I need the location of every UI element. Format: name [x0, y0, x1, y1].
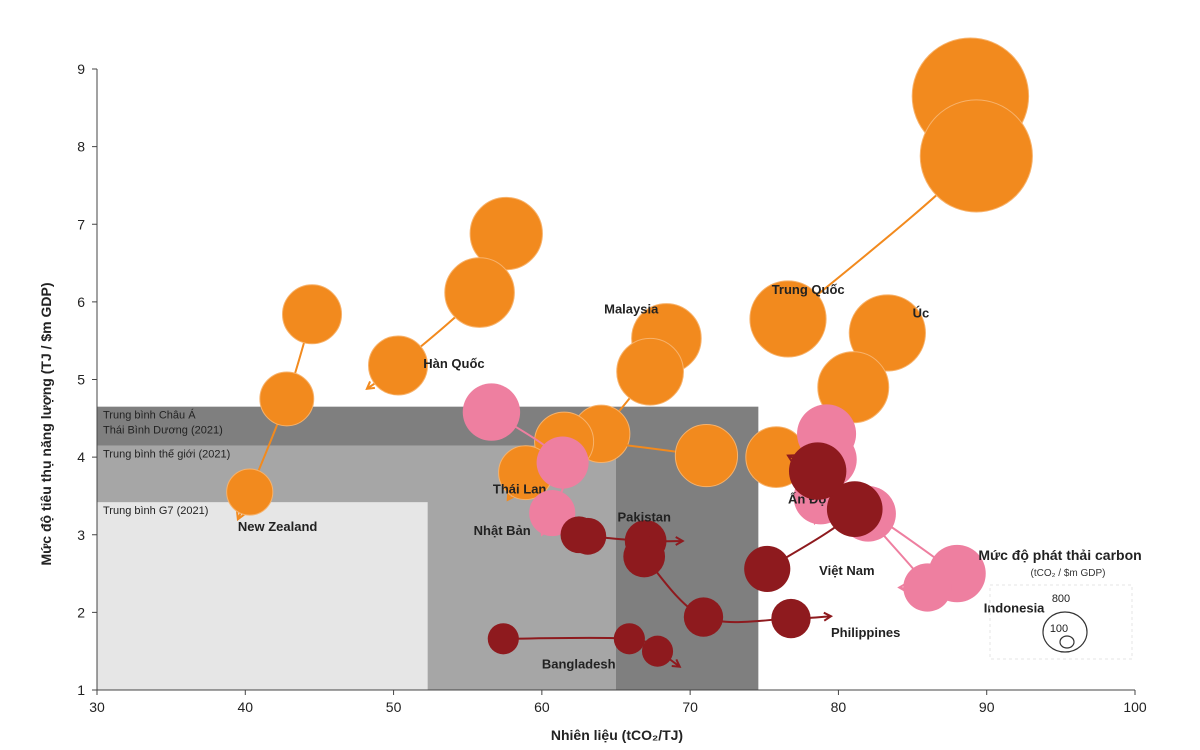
label-malaysia: Malaysia	[604, 302, 659, 317]
size-legend-title: Mức độ phát thải carbon	[978, 547, 1141, 563]
point-pakistan-2	[569, 517, 607, 555]
x-tick-label: 100	[1123, 699, 1147, 715]
point-han-quoc-3	[368, 335, 429, 396]
point-trung-quoc-3	[749, 280, 827, 358]
point-philippines-3	[771, 598, 811, 639]
label-philippines: Philippines	[831, 625, 900, 640]
y-tick-label: 3	[77, 527, 85, 543]
point-new-zealand-3	[226, 468, 274, 516]
y-tick-label: 4	[77, 449, 85, 465]
label-pakistan: Pakistan	[617, 510, 671, 525]
y-tick-label: 8	[77, 139, 85, 155]
size-legend-value-800: 800	[1052, 593, 1070, 605]
benchmark-asia-pacific-label: Trung bình Châu Á Thái Bình Dương (2021)	[103, 409, 223, 437]
point-nhat-ban-1	[462, 383, 521, 441]
size-legend-circle-100	[1059, 635, 1075, 649]
size-legend-subtitle: (tCO₂ / $m GDP)	[1031, 568, 1106, 579]
benchmark-world-label: Trung bình thế giới (2021)	[103, 448, 230, 460]
point-philippines-1	[623, 535, 666, 578]
series-viet-nam: Việt Nam	[744, 442, 883, 592]
x-tick-label: 80	[831, 699, 847, 715]
point-indonesia-3	[903, 563, 952, 612]
series-new-zealand: New Zealand	[226, 284, 343, 534]
point-new-zealand-2	[259, 371, 315, 427]
point-viet-nam-3	[788, 442, 847, 500]
y-tick-label: 2	[77, 604, 85, 620]
size-legend-value-100: 100	[1050, 623, 1068, 635]
point-thai-lan-1	[674, 423, 739, 488]
x-tick-label: 50	[386, 699, 402, 715]
label-bangladesh: Bangladesh	[542, 656, 616, 671]
series-nhat-ban: Nhật Bản	[462, 383, 589, 538]
x-tick-label: 30	[89, 699, 105, 715]
x-tick-label: 70	[682, 699, 698, 715]
point-viet-nam-1	[744, 545, 791, 592]
point-new-zealand-1	[281, 284, 343, 345]
y-tick-label: 6	[77, 294, 85, 310]
benchmark-g7-label: Trung bình G7 (2021)	[103, 505, 208, 517]
label-thai-lan: Thái Lan	[493, 482, 547, 497]
trajectory-philippines	[643, 555, 831, 624]
label-trung-quoc: Trung Quốc	[772, 282, 845, 297]
x-axis-label: Nhiên liệu (tCO₂/TJ)	[551, 727, 683, 743]
size-legend-circle-800	[1042, 611, 1088, 653]
label-han-quoc: Hàn Quốc	[423, 356, 484, 371]
point-han-quoc-2	[444, 257, 515, 328]
label-uc: Úc	[913, 305, 930, 320]
y-tick-label: 7	[77, 216, 85, 232]
series-uc: Úc	[745, 294, 930, 488]
y-tick-label: 5	[77, 372, 85, 388]
series-bangladesh: Bangladesh	[487, 623, 680, 671]
x-tick-label: 90	[979, 699, 995, 715]
point-philippines-2	[683, 597, 724, 637]
x-tick-label: 40	[237, 699, 253, 715]
point-viet-nam-2	[826, 481, 883, 537]
size-legend: Mức độ phát thải carbon (tCO₂ / $m GDP) …	[978, 547, 1142, 660]
series-philippines: Philippines	[623, 535, 900, 640]
x-tick-label: 60	[534, 699, 550, 715]
benchmark-g7-band	[97, 502, 428, 690]
series-han-quoc: Hàn Quốc	[367, 196, 543, 396]
y-axis-label: Mức độ tiêu thụ năng lượng (TJ / $m GDP)	[38, 282, 54, 565]
point-bangladesh-1	[487, 623, 519, 655]
y-tick-label: 1	[77, 682, 85, 698]
y-tick-label: 9	[77, 61, 85, 77]
label-nhat-ban: Nhật Bản	[474, 523, 531, 538]
point-malaysia-2	[616, 337, 684, 406]
point-uc-1	[848, 294, 926, 372]
label-new-zealand: New Zealand	[238, 519, 318, 534]
series-trung-quoc: Trung Quốc	[749, 37, 1033, 358]
point-bangladesh-2	[613, 623, 645, 655]
label-viet-nam: Việt Nam	[819, 563, 874, 578]
series-malaysia: Malaysia	[571, 302, 702, 473]
label-indonesia: Indonesia	[984, 600, 1045, 615]
point-nhat-ban-2	[536, 436, 589, 489]
point-trung-quoc-2	[919, 99, 1033, 213]
point-bangladesh-3	[641, 635, 674, 667]
